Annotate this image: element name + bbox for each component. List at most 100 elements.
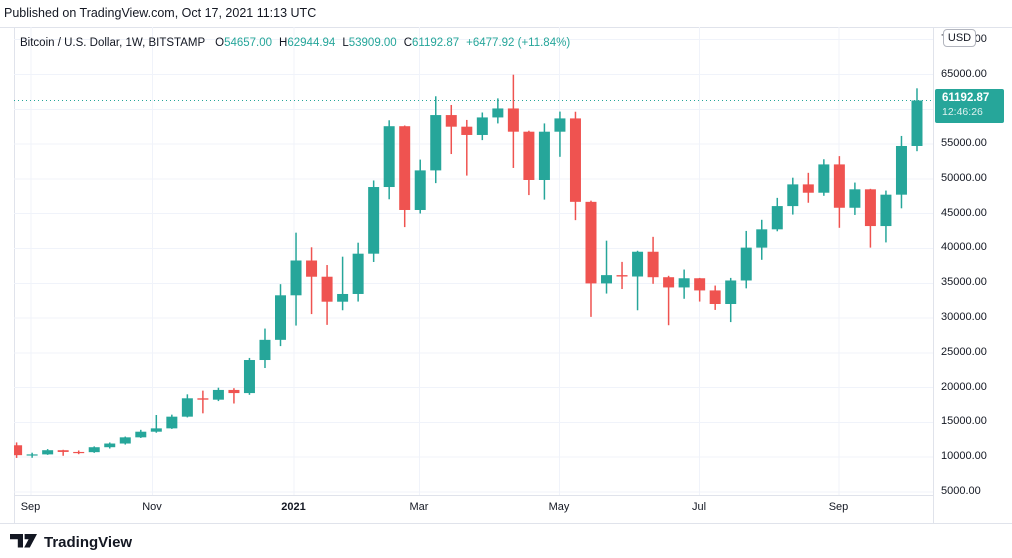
candle-body[interactable]	[26, 454, 38, 456]
change-value: +6477.92 (+11.84%)	[466, 37, 571, 49]
candle-body[interactable]	[42, 450, 54, 455]
bar-countdown: 12:46:26	[942, 106, 983, 118]
candle-body[interactable]	[740, 247, 752, 281]
candle-body[interactable]	[787, 184, 799, 207]
candle-body[interactable]	[476, 117, 488, 135]
candle-body[interactable]	[818, 164, 830, 193]
candle-body[interactable]	[694, 278, 706, 291]
symbol-legend[interactable]: Bitcoin / U.S. Dollar, 1W, BITSTAMP O5465…	[20, 37, 570, 49]
price-tick-label: 35000.00	[941, 276, 987, 289]
candle-body[interactable]	[802, 184, 814, 193]
candle-body[interactable]	[104, 443, 116, 448]
candle-body[interactable]	[833, 164, 845, 208]
price-axis-separator[interactable]	[933, 27, 934, 524]
candle-body[interactable]	[414, 170, 426, 210]
candle-body[interactable]	[243, 360, 255, 394]
last-price-value: 61192.87	[942, 92, 990, 104]
currency-badge[interactable]: USD	[943, 29, 976, 47]
candle-body[interactable]	[88, 447, 100, 453]
candle-body[interactable]	[507, 108, 519, 132]
candle-body[interactable]	[73, 451, 85, 454]
price-tick-label: 5000.00	[941, 485, 981, 498]
candle-body[interactable]	[632, 251, 644, 277]
candle-body[interactable]	[197, 398, 209, 400]
candle-body[interactable]	[430, 115, 442, 171]
price-tick-label: 45000.00	[941, 206, 987, 219]
candle-body[interactable]	[709, 290, 721, 304]
candle-body[interactable]	[352, 253, 364, 294]
candle-body[interactable]	[306, 260, 318, 277]
candle-body[interactable]	[771, 206, 783, 230]
candle-body[interactable]	[290, 260, 302, 296]
candle-body[interactable]	[337, 293, 349, 302]
candle-body[interactable]	[212, 389, 224, 400]
candle-body[interactable]	[647, 251, 659, 278]
price-tick-label: 15000.00	[941, 415, 987, 428]
price-tick-label: 30000.00	[941, 311, 987, 324]
candlestick-chart-pane[interactable]	[14, 27, 933, 495]
chart-outer-border	[0, 523, 1012, 524]
candle-body[interactable]	[569, 118, 581, 202]
candle-body[interactable]	[554, 118, 566, 132]
tradingview-attribution[interactable]: TradingView	[10, 531, 132, 553]
price-tick-label: 20000.00	[941, 380, 987, 393]
chart-top-border	[0, 27, 1012, 28]
price-tick-label: 10000.00	[941, 450, 987, 463]
last-price-tag: 61192.87 12:46:26	[935, 89, 1004, 123]
time-tick-label: 2021	[281, 501, 306, 513]
price-tick-label: 65000.00	[941, 67, 987, 80]
price-tick-label: 40000.00	[941, 241, 987, 254]
time-tick-label: Sep	[20, 501, 41, 513]
candle-body[interactable]	[119, 437, 131, 444]
candle-body[interactable]	[756, 229, 768, 248]
candle-body[interactable]	[663, 277, 675, 288]
candle-body[interactable]	[911, 100, 923, 146]
candle-body[interactable]	[135, 431, 147, 438]
candle-body[interactable]	[585, 201, 597, 284]
candle-body[interactable]	[368, 187, 380, 254]
candle-body[interactable]	[228, 389, 240, 394]
plot-bottom-border	[14, 495, 933, 496]
candle-body[interactable]	[849, 189, 861, 208]
candle-body[interactable]	[492, 108, 504, 118]
candle-body[interactable]	[616, 275, 628, 277]
candle-body[interactable]	[275, 295, 287, 340]
candle-body[interactable]	[880, 194, 892, 227]
tradingview-logo-icon	[10, 534, 37, 548]
candle-body[interactable]	[445, 115, 457, 127]
symbol-title[interactable]: Bitcoin / U.S. Dollar, 1W, BITSTAMP	[20, 37, 206, 49]
candle-body[interactable]	[895, 145, 907, 195]
open-value: 54657.00	[224, 37, 273, 49]
close-value: 61192.87	[412, 37, 460, 49]
tradingview-logo-text: TradingView	[44, 533, 133, 551]
high-value: 62944.94	[287, 37, 336, 49]
candle-body[interactable]	[523, 131, 535, 180]
price-tick-label: 50000.00	[941, 171, 987, 184]
candle-body[interactable]	[678, 278, 690, 288]
candle-body[interactable]	[57, 450, 69, 452]
price-axis[interactable]: 70000.0065000.0060000.0055000.0050000.00…	[933, 0, 1012, 558]
candle-body[interactable]	[725, 280, 737, 304]
low-label: L	[342, 37, 349, 49]
candle-body[interactable]	[399, 126, 411, 210]
high-label: H	[279, 37, 288, 49]
candle-body[interactable]	[461, 126, 473, 135]
time-tick-label: Nov	[142, 501, 162, 513]
candle-body[interactable]	[166, 416, 178, 429]
published-note: Published on TradingView.com, Oct 17, 20…	[4, 6, 317, 20]
time-tick-label: May	[548, 501, 570, 513]
price-tick-label: 55000.00	[941, 137, 987, 150]
candle-body[interactable]	[601, 275, 613, 284]
candle-body[interactable]	[150, 428, 162, 432]
candle-body[interactable]	[321, 276, 333, 302]
candle-body[interactable]	[181, 398, 193, 417]
candle-body[interactable]	[14, 445, 23, 456]
candle-body[interactable]	[383, 126, 395, 188]
chart-left-border	[14, 27, 15, 524]
close-label: C	[403, 37, 413, 49]
candle-body[interactable]	[259, 339, 271, 361]
candle-body[interactable]	[864, 189, 876, 227]
time-axis[interactable]: Sep Nov 2021 Mar May Jul Sep	[14, 496, 933, 523]
candle-body[interactable]	[538, 131, 550, 180]
